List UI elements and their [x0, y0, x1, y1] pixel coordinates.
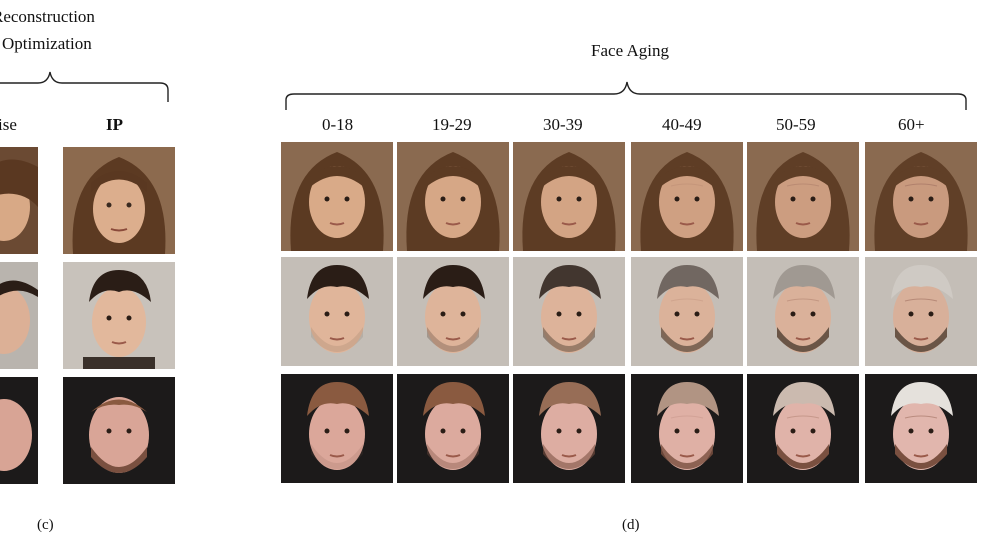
- face-image: [0, 377, 38, 484]
- face-image: [865, 142, 977, 251]
- left-col-label-ip: IP: [106, 115, 123, 134]
- face-image: [865, 374, 977, 483]
- right-heading: Face Aging: [591, 41, 669, 60]
- face-image: [631, 257, 743, 366]
- face-image: [747, 142, 859, 251]
- age-label-50-59: 50-59: [776, 115, 816, 134]
- face-image: [631, 142, 743, 251]
- face-image: [63, 147, 175, 254]
- face-image: [513, 374, 625, 483]
- caption-c: (c): [37, 517, 54, 533]
- left-heading-line1: Reconstruction: [0, 7, 95, 26]
- face-image: [0, 147, 38, 254]
- face-image: [63, 262, 175, 369]
- face-image: [281, 142, 393, 251]
- face-image: [63, 377, 175, 484]
- left-col-label-noise: ise: [0, 115, 17, 134]
- face-image: [0, 262, 38, 369]
- face-image: [397, 257, 509, 366]
- face-image: [397, 142, 509, 251]
- age-label-40-49: 40-49: [662, 115, 702, 134]
- age-label-60plus: 60+: [898, 115, 925, 134]
- left-brace: [0, 71, 169, 102]
- face-image: [281, 257, 393, 366]
- face-image: [397, 374, 509, 483]
- face-image: [747, 257, 859, 366]
- face-image: [747, 374, 859, 483]
- face-image: [513, 257, 625, 366]
- age-label-30-39: 30-39: [543, 115, 583, 134]
- face-image: [513, 142, 625, 251]
- right-brace: [285, 81, 967, 110]
- caption-d: (d): [622, 517, 640, 533]
- face-image: [865, 257, 977, 366]
- age-label-19-29: 19-29: [432, 115, 472, 134]
- face-image: [631, 374, 743, 483]
- age-label-0-18: 0-18: [322, 115, 354, 134]
- face-image: [281, 374, 393, 483]
- left-heading-line2: Optimization: [2, 34, 92, 53]
